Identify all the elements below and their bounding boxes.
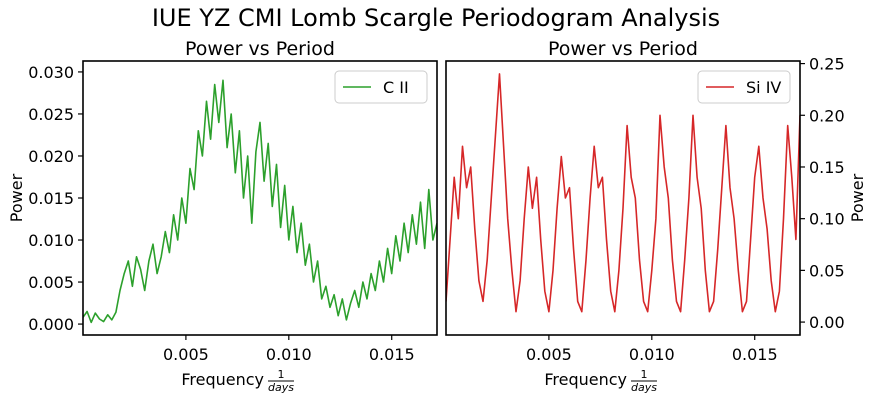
y-axis-label: Power xyxy=(7,173,26,222)
y-tick-label: 0.010 xyxy=(28,231,74,250)
legend: C II xyxy=(334,70,428,104)
y-tick-label: 0.05 xyxy=(809,261,845,280)
x-tick-label: 0.005 xyxy=(526,345,572,364)
legend-box xyxy=(334,70,428,104)
x-tick-label: 0.005 xyxy=(163,345,209,364)
y-tick-label: 0.030 xyxy=(28,63,74,82)
y-tick-label: 0.00 xyxy=(809,313,845,332)
y-tick-label: 0.20 xyxy=(809,106,845,125)
x-axis-label-numerator: 1 xyxy=(278,368,285,381)
x-axis-label-numerator: 1 xyxy=(641,368,648,381)
x-axis-label-denominator: days xyxy=(268,381,294,394)
legend-label: Si IV xyxy=(746,78,781,97)
chart-panel-2: Power vs Period 0.005 0.010 0.015 0.00 0.05 0.… xyxy=(445,38,867,394)
x-axis-label-denominator: days xyxy=(631,381,657,394)
plot-frame xyxy=(445,60,801,336)
chart-panel-1: Power vs Period 0.005 0.010 0.015 0.000 0.005… xyxy=(7,38,438,394)
y-tick-label: 0.015 xyxy=(28,189,74,208)
x-tick-label: 0.010 xyxy=(266,345,312,364)
chart-title: Power vs Period xyxy=(548,38,698,60)
y-tick-label: 0.020 xyxy=(28,147,74,166)
y-tick-label: 0.000 xyxy=(28,315,74,334)
x-axis-label-text: Frequency xyxy=(181,370,264,389)
series-line-si-iv xyxy=(446,73,800,313)
series-line-c-ii xyxy=(83,79,437,324)
y-tick-label: 0.10 xyxy=(809,210,845,229)
figure-title: IUE YZ CMI Lomb Scargle Periodogram Anal… xyxy=(152,4,720,32)
x-tick-label: 0.010 xyxy=(629,345,675,364)
y-axis-label: Power xyxy=(848,173,867,222)
legend: Si IV xyxy=(697,70,791,104)
chart-title: Power vs Period xyxy=(185,38,335,60)
legend-box xyxy=(697,70,791,104)
x-tick-label: 0.015 xyxy=(732,345,778,364)
y-tick-label: 0.15 xyxy=(809,158,845,177)
x-tick-label: 0.015 xyxy=(369,345,415,364)
y-tick-label: 0.25 xyxy=(809,55,845,74)
legend-label: C II xyxy=(383,78,409,97)
x-axis-label-text: Frequency xyxy=(544,370,627,389)
y-tick-label: 0.025 xyxy=(28,105,74,124)
y-tick-label: 0.005 xyxy=(28,273,74,292)
